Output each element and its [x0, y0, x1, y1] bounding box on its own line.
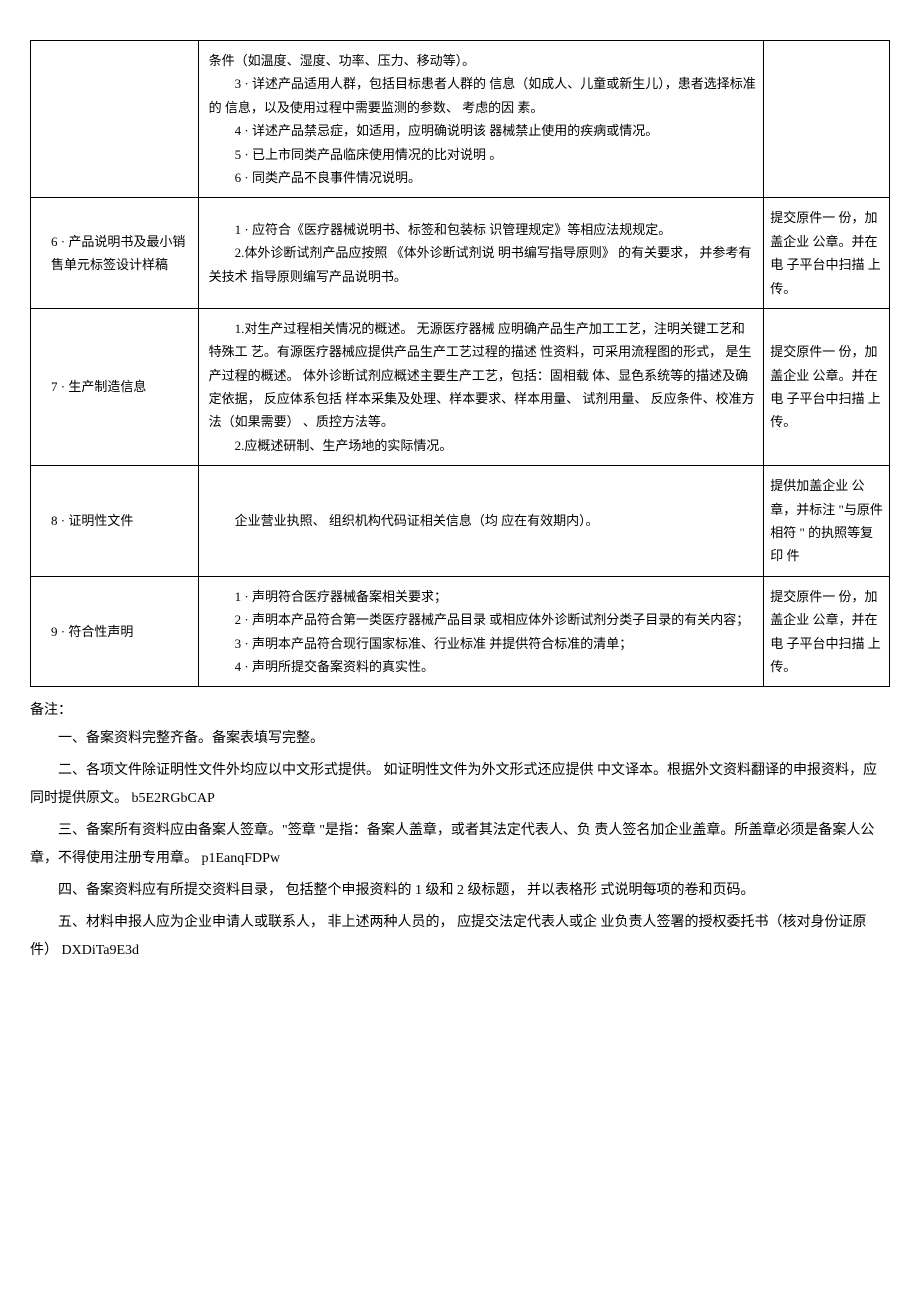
row-content: 1.对生产过程相关情况的概述。 无源医疗器械 应明确产品生产加工工艺，注明关键工…: [198, 308, 764, 465]
row-content: 1 · 应符合《医疗器械说明书、标签和包装标 识管理规定》等相应法规规定。 2.…: [198, 198, 764, 309]
document-table: 条件（如温度、湿度、功率、压力、移动等）。 3 · 详述产品适用人群，包括目标患…: [30, 40, 890, 687]
row-label: 7 · 生产制造信息: [31, 308, 199, 465]
table-row: 条件（如温度、湿度、功率、压力、移动等）。 3 · 详述产品适用人群，包括目标患…: [31, 41, 890, 198]
row-label: 9 · 符合性声明: [31, 576, 199, 687]
row-note: 提交原件一 份，加盖企业 公章。并在电 子平台中扫描 上传。: [764, 198, 890, 309]
row-note: 提供加盖企业 公章，并标注 "与原件相符 " 的执照等复印 件: [764, 466, 890, 577]
table-row: 6 · 产品说明书及最小销售单元标签设计样稿 1 · 应符合《医疗器械说明书、标…: [31, 198, 890, 309]
row-content: 条件（如温度、湿度、功率、压力、移动等）。 3 · 详述产品适用人群，包括目标患…: [198, 41, 764, 198]
note-item: 二、各项文件除证明性文件外均应以中文形式提供。 如证明性文件为外文形式还应提供 …: [30, 757, 890, 813]
notes-section: 备注： 一、备案资料完整齐备。备案表填写完整。二、各项文件除证明性文件外均应以中…: [30, 697, 890, 965]
table-row: 8 · 证明性文件 企业营业执照、 组织机构代码证相关信息（均 应在有效期内）。…: [31, 466, 890, 577]
row-label: 6 · 产品说明书及最小销售单元标签设计样稿: [31, 198, 199, 309]
notes-title: 备注：: [30, 703, 72, 718]
row-content: 企业营业执照、 组织机构代码证相关信息（均 应在有效期内）。: [198, 466, 764, 577]
note-item: 五、材料申报人应为企业申请人或联系人， 非上述两种人员的， 应提交法定代表人或企…: [30, 909, 890, 965]
note-item: 一、备案资料完整齐备。备案表填写完整。: [30, 725, 890, 753]
note-item: 三、备案所有资料应由备案人签章。"签章 "是指：备案人盖章，或者其法定代表人、负…: [30, 817, 890, 873]
row-note: [764, 41, 890, 198]
row-note: 提交原件一 份，加盖企业 公章。并在电 子平台中扫描 上传。: [764, 308, 890, 465]
row-content: 1 · 声明符合医疗器械备案相关要求； 2 · 声明本产品符合第一类医疗器械产品…: [198, 576, 764, 687]
table-row: 9 · 符合性声明 1 · 声明符合医疗器械备案相关要求； 2 · 声明本产品符…: [31, 576, 890, 687]
row-label: 8 · 证明性文件: [31, 466, 199, 577]
note-item: 四、备案资料应有所提交资料目录， 包括整个申报资料的 1 级和 2 级标题， 并…: [30, 877, 890, 905]
row-label: [31, 41, 199, 198]
row-note: 提交原件一 份，加盖企业 公章，并在电 子平台中扫描 上传。: [764, 576, 890, 687]
table-row: 7 · 生产制造信息 1.对生产过程相关情况的概述。 无源医疗器械 应明确产品生…: [31, 308, 890, 465]
